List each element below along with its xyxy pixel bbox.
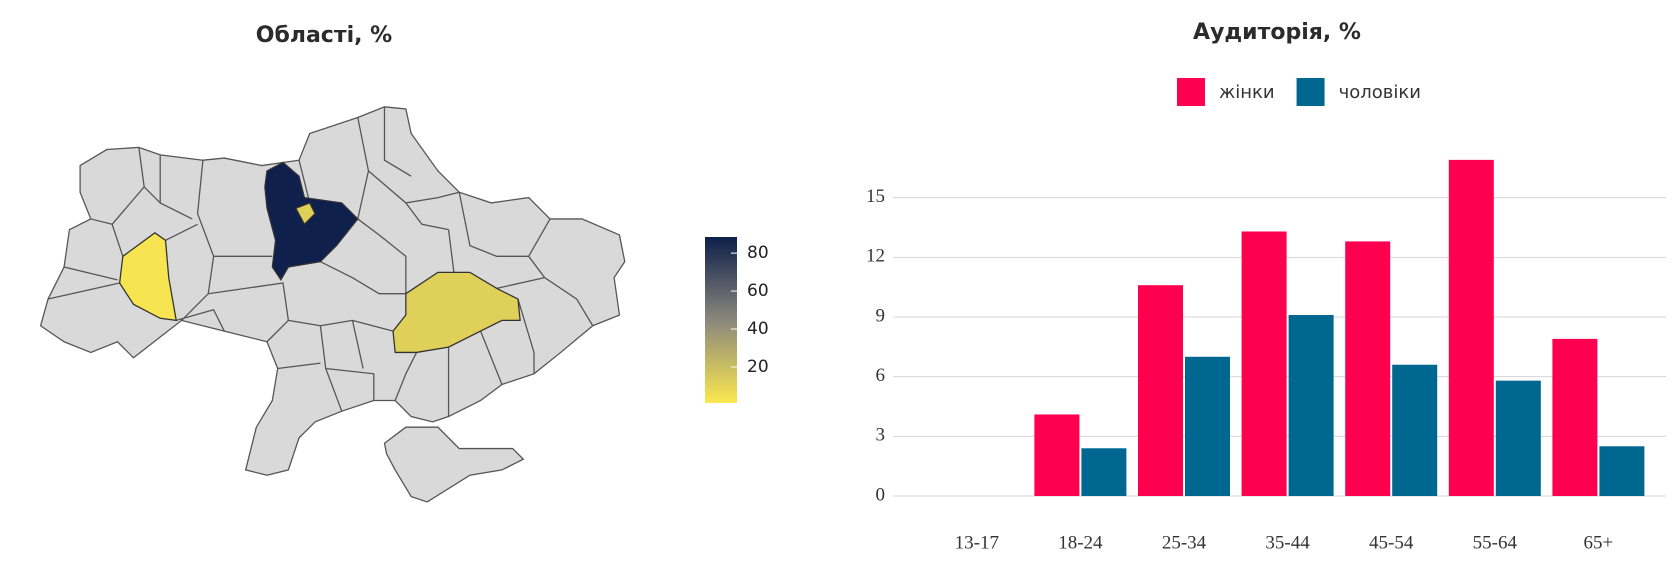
bar: [1345, 241, 1391, 496]
map: [39, 106, 626, 503]
x-tick-label: 35-44: [1265, 532, 1310, 553]
bar: [1288, 315, 1334, 496]
y-tick-label: 6: [876, 365, 886, 386]
y-tick-label: 0: [876, 484, 886, 505]
x-tick-label: 65+: [1584, 532, 1614, 553]
bar: [1552, 338, 1598, 496]
x-tick-label: 55-64: [1473, 532, 1518, 553]
colorbar-label: 80: [747, 243, 769, 263]
legend-label: чоловіки: [1339, 82, 1421, 103]
crimea: [383, 426, 525, 503]
x-tick-label: 25-34: [1162, 532, 1207, 553]
y-tick-label: 3: [876, 425, 886, 446]
y-tick-label: 12: [866, 246, 885, 267]
region: [294, 202, 316, 226]
legend-swatch: [1177, 78, 1205, 106]
x-tick-label: 45-54: [1369, 532, 1414, 553]
colorbar-label: 40: [747, 319, 769, 339]
region: [264, 161, 359, 282]
bar: [1138, 285, 1183, 496]
legend-label: жінки: [1219, 82, 1275, 103]
region-borders: [47, 106, 594, 417]
y-tick-label: 15: [866, 186, 885, 207]
region: [392, 271, 521, 354]
x-tick-label: 18-24: [1058, 532, 1103, 553]
bar: [1081, 448, 1127, 496]
bar: [1599, 446, 1645, 496]
colorbar-label: 60: [747, 281, 769, 301]
bar: [1185, 356, 1230, 496]
bar: [1448, 159, 1494, 496]
bar: [1034, 414, 1080, 496]
bar: [1495, 380, 1541, 496]
bar: [1241, 231, 1287, 496]
bar-title: Аудиторія, %: [1193, 20, 1361, 45]
legend-swatch: [1296, 78, 1325, 106]
region: [118, 232, 178, 322]
x-tick-label: 13-17: [955, 532, 999, 553]
country-outline: [39, 106, 626, 476]
colorbar-label: 20: [747, 357, 769, 377]
map-title: Області, %: [256, 23, 392, 48]
colorbar: [705, 237, 737, 403]
y-tick-label: 9: [876, 305, 886, 326]
bar: [1392, 364, 1438, 496]
